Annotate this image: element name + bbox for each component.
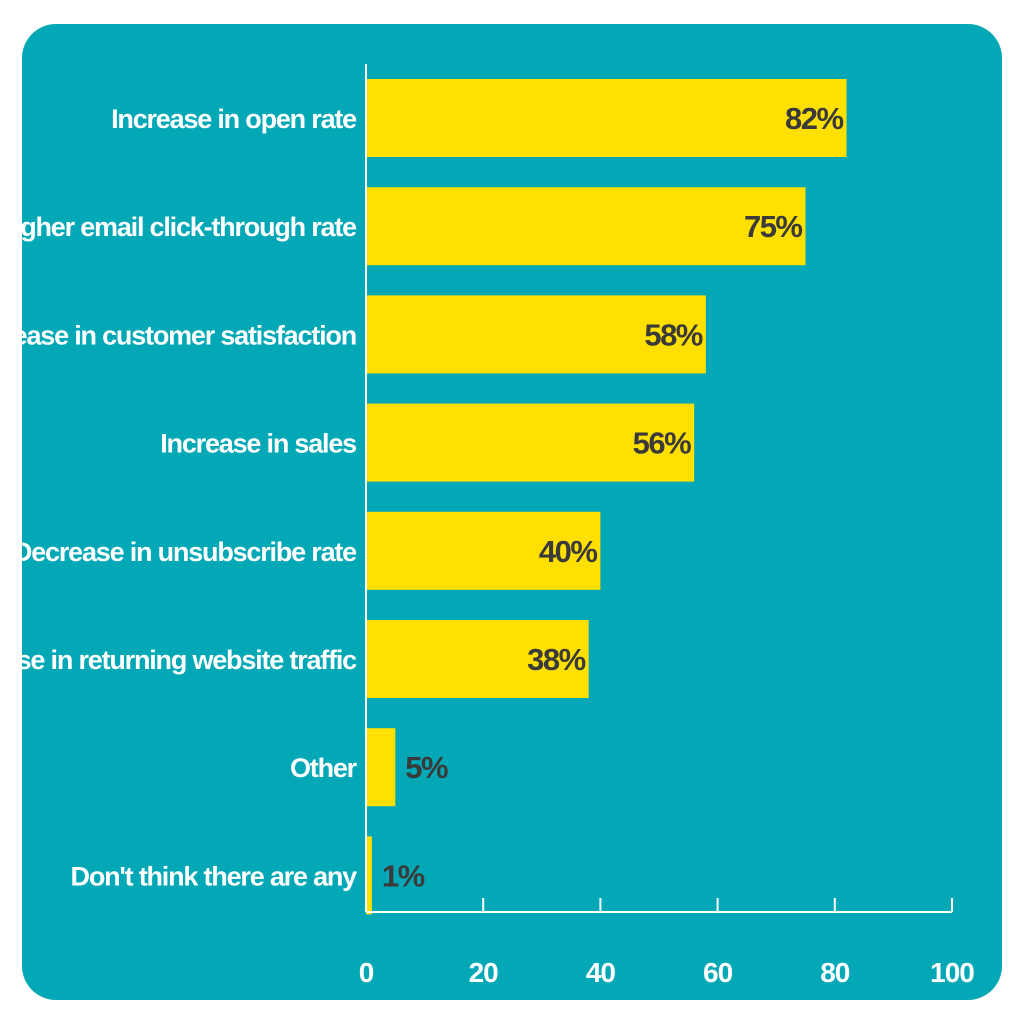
- value-label: 56%: [633, 426, 691, 461]
- bars-layer: [366, 79, 847, 915]
- bar-5: [366, 620, 589, 698]
- labels-layer: Increase in open rate 82% Higher email cli…: [0, 101, 975, 988]
- x-tick-label: 0: [359, 957, 374, 988]
- value-label: 75%: [744, 209, 802, 244]
- value-label: 40%: [539, 534, 597, 569]
- axis-layer: [365, 64, 953, 913]
- bar-7: [366, 836, 372, 915]
- x-tick-label: 80: [820, 957, 850, 988]
- category-label: Increase in customer satisfaction: [0, 320, 356, 350]
- category-label: Increase in sales: [160, 429, 356, 459]
- bar-4: [366, 511, 601, 590]
- category-label: Don't think there are any: [71, 861, 358, 891]
- value-label: 38%: [527, 642, 585, 677]
- category-label: Increase in open rate: [111, 104, 357, 134]
- bar-0: [366, 79, 847, 157]
- x-tick-label: 60: [703, 957, 733, 988]
- bar-1: [366, 187, 806, 266]
- x-tick-label: 40: [586, 957, 616, 988]
- value-label: 82%: [785, 101, 843, 136]
- category-label: Decrease in unsubscribe rate: [13, 537, 357, 567]
- x-tick-label: 20: [469, 957, 499, 988]
- category-label: Increase in returning website traffic: [0, 645, 357, 675]
- bar-2: [366, 295, 706, 374]
- value-label: 58%: [644, 317, 702, 352]
- x-tick-label: 100: [930, 957, 974, 988]
- category-label: Other: [290, 753, 358, 783]
- bar-6: [366, 728, 396, 807]
- category-label: Higher email click-through rate: [0, 212, 357, 242]
- value-label: 5%: [405, 750, 448, 785]
- value-label: 1%: [382, 858, 425, 893]
- bar-3: [366, 403, 695, 482]
